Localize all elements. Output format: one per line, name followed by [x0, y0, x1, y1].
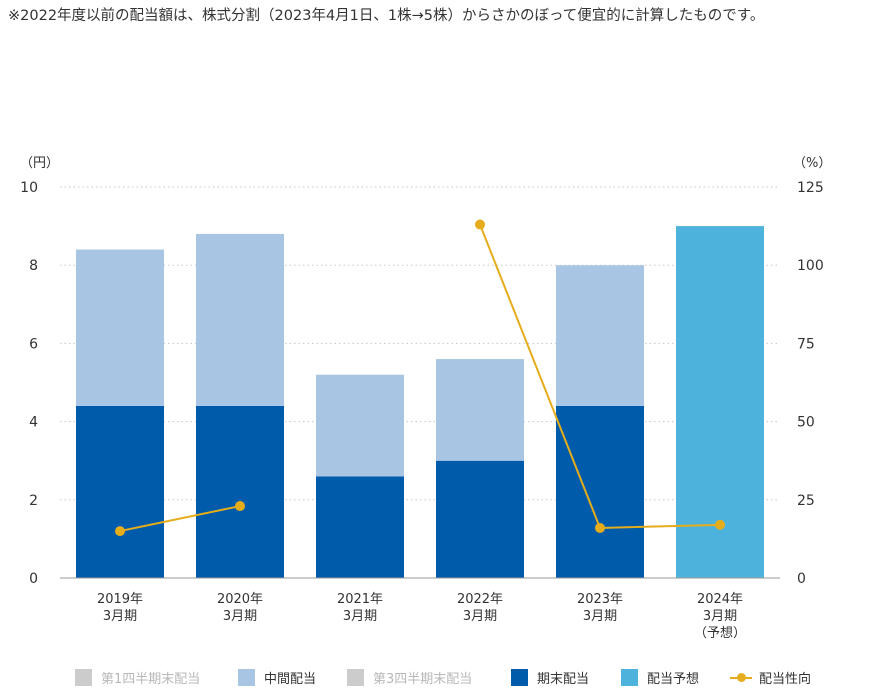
payout-ratio-line — [115, 219, 725, 537]
x-tick-label: 2021年 — [337, 592, 383, 607]
legend-label: 配当性向 — [759, 672, 812, 687]
payout-ratio-point — [115, 526, 125, 537]
legend-swatch — [238, 669, 255, 686]
legend-swatch — [347, 669, 364, 686]
bar-final — [196, 405, 284, 578]
gridlines — [60, 186, 780, 501]
y-right-unit-label: （%） — [793, 156, 831, 171]
y-right-tick-label: 50 — [797, 415, 815, 431]
bar-final — [436, 460, 524, 578]
x-tick-label: 2022年 — [457, 592, 503, 607]
y-left-tick-label: 6 — [29, 336, 38, 352]
legend-swatch — [621, 669, 638, 686]
legend-item[interactable]: 第1四半期末配当 — [75, 668, 200, 687]
x-tick-label: 3月期 — [103, 609, 137, 624]
y-right-tick-label: 125 — [797, 180, 824, 196]
bar-final — [76, 405, 164, 578]
payout-ratio-point — [715, 519, 725, 530]
y-left-tick-label: 4 — [29, 415, 38, 431]
y-left-tick-label: 2 — [29, 493, 38, 509]
x-tick-label: 3月期 — [703, 609, 737, 624]
bar-final — [556, 405, 644, 578]
x-tick-label: 3月期 — [463, 609, 497, 624]
y-right-tick-label: 25 — [797, 493, 815, 509]
x-tick-label: 3月期 — [343, 609, 377, 624]
bar-interim — [316, 374, 404, 477]
legend-label: 期末配当 — [537, 672, 590, 687]
payout-ratio-point — [475, 219, 485, 230]
legend-item[interactable]: 配当予想 — [621, 668, 699, 687]
legend-swatch — [511, 669, 528, 686]
x-tick-label: 2019年 — [97, 592, 143, 607]
legend-label: 第3四半期末配当 — [373, 672, 473, 687]
x-tick-label: 2024年 — [697, 592, 743, 607]
legend: 第1四半期末配当 中間配当 第3四半期末配当 期末配当 配当予想 配当性向 — [0, 668, 870, 690]
legend-item[interactable]: 中間配当 — [238, 668, 316, 687]
legend-label: 第1四半期末配当 — [101, 672, 201, 687]
x-tick-label: 3月期 — [223, 609, 257, 624]
legend-item[interactable]: 配当性向 — [730, 668, 811, 687]
legend-swatch — [75, 669, 92, 686]
payout-ratio-segment — [119, 505, 241, 533]
bar-interim — [76, 249, 164, 406]
payout-ratio-point — [235, 501, 245, 512]
bar-final — [316, 476, 404, 578]
legend-label: 配当予想 — [647, 672, 700, 687]
y-right-tick-label: 100 — [797, 258, 824, 274]
y-left-tick-label: 8 — [29, 258, 38, 274]
bar-interim — [436, 359, 524, 461]
y-left-unit-label: （円） — [20, 156, 59, 171]
legend-label: 中間配当 — [264, 672, 317, 687]
y-left-tick-label: 10 — [20, 180, 38, 196]
legend-item[interactable]: 第3四半期末配当 — [347, 668, 472, 687]
y-left-tick-label: 0 — [29, 571, 38, 587]
x-tick-label: 2023年 — [577, 592, 623, 607]
bars — [76, 226, 764, 578]
bar-interim — [196, 233, 284, 406]
bar-interim — [556, 265, 644, 406]
x-tick-label: （予想） — [694, 625, 746, 641]
legend-item[interactable]: 期末配当 — [511, 668, 589, 687]
bar-forecast — [676, 226, 764, 578]
x-tick-label: 3月期 — [583, 609, 617, 624]
x-tick-label: 2020年 — [217, 592, 263, 607]
y-right-tick-label: 75 — [797, 336, 815, 352]
legend-line-marker — [730, 669, 752, 686]
payout-ratio-point — [595, 522, 605, 533]
footnote: ※2022年度以前の配当額は、株式分割（2023年4月1日、1株→5株）からさか… — [8, 8, 765, 24]
y-right-tick-label: 0 — [797, 571, 806, 587]
